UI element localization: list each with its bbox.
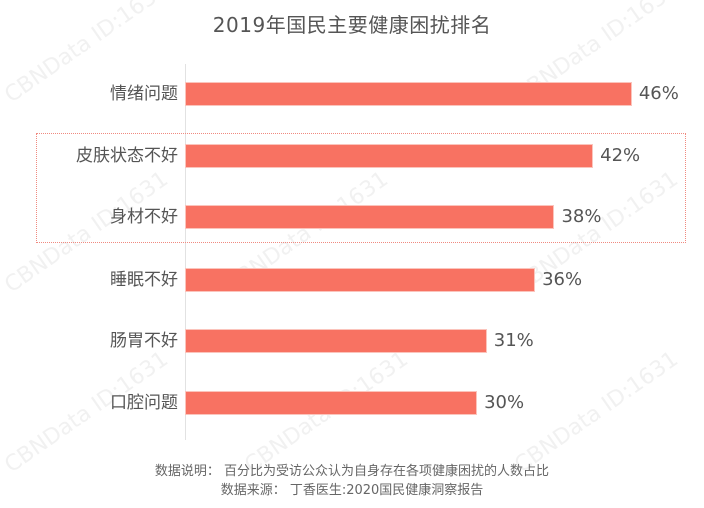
bar (186, 392, 477, 414)
bar (186, 269, 535, 291)
category-label: 口腔问题 (110, 393, 178, 413)
footnotes: 数据说明： 百分比为受访公众认为自身存在各项健康困扰的人数占比 数据来源： 丁香… (0, 462, 704, 500)
value-label: 46% (638, 83, 679, 104)
value-label: 38% (561, 206, 602, 227)
bar-row: 肠胃不好 31% (0, 330, 704, 352)
chart-title: 2019年国民主要健康困扰排名 (212, 13, 492, 37)
bar (186, 145, 593, 167)
bar (186, 330, 486, 352)
data-source: 数据来源： 丁香医生:2020国民健康洞察报告 (220, 483, 484, 498)
category-label: 情绪问题 (110, 84, 178, 104)
bar-row: 口腔问题 30% (0, 392, 704, 414)
bar-row: 身材不好 38% (0, 206, 704, 228)
y-axis-line (185, 64, 186, 440)
value-label: 30% (484, 392, 525, 413)
category-label: 睡眠不好 (110, 270, 178, 290)
data-description: 数据说明： 百分比为受访公众认为自身存在各项健康困扰的人数占比 (154, 464, 550, 479)
category-label: 身材不好 (110, 207, 178, 227)
highlight-box (36, 133, 686, 243)
bar (186, 206, 554, 228)
bar-row: 情绪问题 46% (0, 83, 704, 105)
value-label: 36% (542, 269, 583, 290)
bar (186, 83, 631, 105)
value-label: 31% (493, 330, 534, 351)
category-label: 肠胃不好 (110, 331, 178, 351)
bar-row: 皮肤状态不好 42% (0, 145, 704, 167)
category-label: 皮肤状态不好 (76, 146, 178, 166)
bar-row: 睡眠不好 36% (0, 269, 704, 291)
value-label: 42% (600, 145, 641, 166)
